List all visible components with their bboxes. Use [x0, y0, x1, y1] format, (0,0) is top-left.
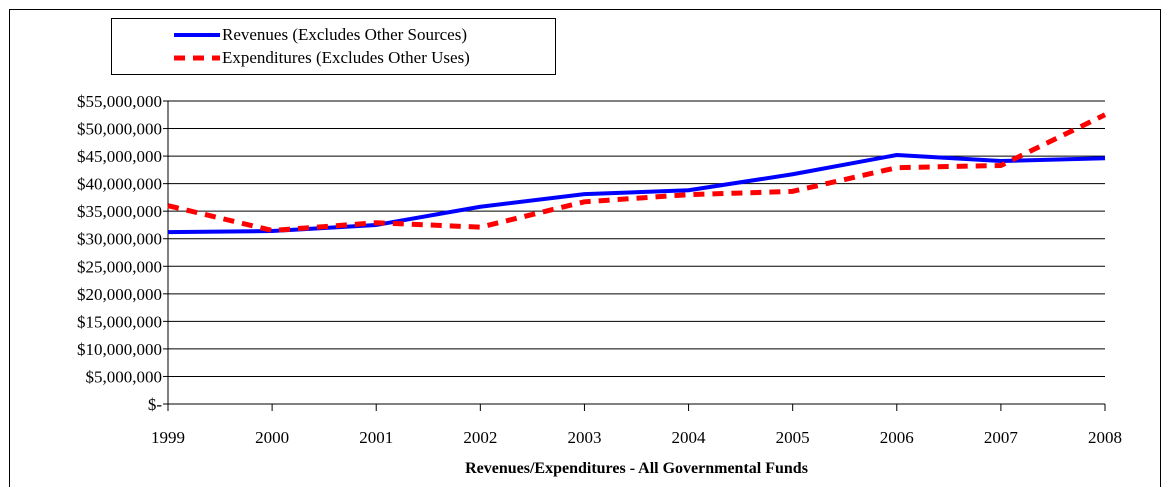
axes: $- $5,000,000 $10,000,000 $15,000,000 $20,00… [77, 92, 1122, 447]
y-tick-label: $- [148, 395, 163, 414]
x-tick-label: 2003 [567, 428, 601, 447]
y-tick-label: $15,000,000 [77, 312, 162, 331]
x-tick-label: 2006 [880, 428, 914, 447]
legend-label-revenues: Revenues (Excludes Other Sources) [222, 25, 468, 44]
y-tick-label: $10,000,000 [77, 340, 162, 359]
x-tick-label: 2000 [255, 428, 289, 447]
legend-item-expenditures: Expenditures (Excludes Other Uses) [112, 47, 470, 69]
series-line-expenditures [167, 112, 1107, 233]
legend: Revenues (Excludes Other Sources) Expend… [111, 18, 556, 75]
x-tick-label: 2004 [672, 428, 707, 447]
y-tick-label: $5,000,000 [86, 367, 163, 386]
gridlines [168, 100, 1105, 377]
x-tick-label: 2008 [1088, 428, 1122, 447]
y-tick-label: $25,000,000 [77, 257, 162, 276]
y-tick-label: $20,000,000 [77, 285, 162, 304]
legend-swatch-revenues [174, 33, 220, 37]
series-lines [167, 112, 1107, 235]
x-tick-label: 1999 [151, 428, 185, 447]
x-tick-label: 2005 [776, 428, 810, 447]
legend-item-revenues: Revenues (Excludes Other Sources) [112, 24, 467, 46]
chart-frame [9, 9, 1161, 487]
y-tick-label: $30,000,000 [77, 230, 162, 249]
y-tick-label: $50,000,000 [77, 120, 162, 139]
legend-label-expenditures: Expenditures (Excludes Other Uses) [222, 48, 470, 67]
y-tick-label: $40,000,000 [77, 175, 162, 194]
x-tick-label: 2007 [984, 428, 1019, 447]
legend-swatch-expenditures [174, 55, 220, 61]
y-tick-label: $35,000,000 [77, 202, 162, 221]
y-tick-label: $45,000,000 [77, 147, 162, 166]
y-tick-label: $55,000,000 [77, 92, 162, 111]
x-tick-label: 2001 [359, 428, 393, 447]
x-tick-label: 2002 [463, 428, 497, 447]
x-axis-title: Revenues/Expenditures - All Governmental… [465, 460, 808, 477]
